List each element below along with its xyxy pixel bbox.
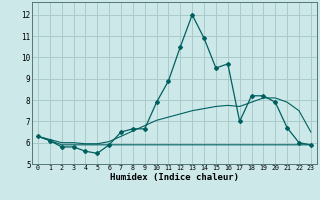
X-axis label: Humidex (Indice chaleur): Humidex (Indice chaleur) [110,173,239,182]
